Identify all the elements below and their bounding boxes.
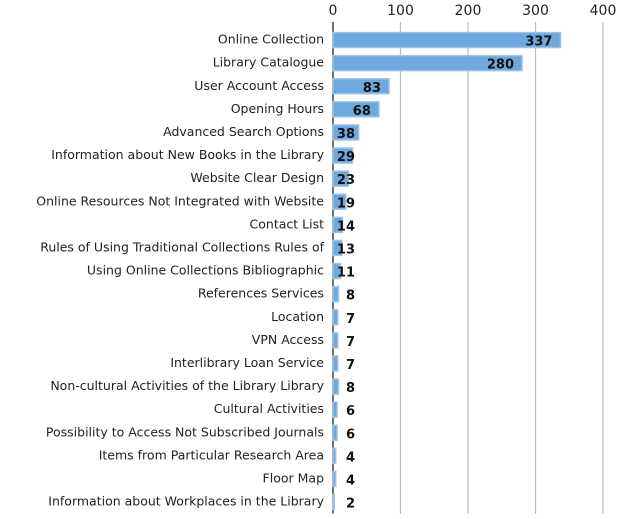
y-tick-label: Non-cultural Activities of the Library L… <box>50 378 324 393</box>
bar <box>332 332 339 349</box>
y-tick-label: Website Clear Design <box>190 170 324 185</box>
value-label: 8 <box>346 381 355 396</box>
y-tick-label: Cultural Activities <box>214 401 324 416</box>
y-tick-label: Items from Particular Research Area <box>99 447 324 462</box>
bar <box>332 309 339 326</box>
value-label: 4 <box>346 450 355 465</box>
value-label: 11 <box>337 266 355 281</box>
y-tick-label: References Services <box>198 286 324 301</box>
bar <box>332 124 360 141</box>
value-label: 14 <box>337 219 355 234</box>
bar <box>332 493 336 511</box>
x-tick-label: 400 <box>590 3 617 19</box>
value-label: 2 <box>346 497 355 512</box>
value-label: 68 <box>353 104 371 119</box>
value-label: 4 <box>346 473 355 488</box>
y-tick-label: Information about Workplaces in the Libr… <box>48 494 324 509</box>
y-tick-label: Interlibrary Loan Service <box>170 355 324 370</box>
y-tick-label: Contact List <box>250 216 325 231</box>
value-label: 337 <box>525 35 552 50</box>
bar <box>332 31 562 49</box>
y-tick-label: Opening Hours <box>231 101 324 116</box>
bar <box>332 216 344 234</box>
value-label: 6 <box>346 427 355 442</box>
bar <box>332 78 390 95</box>
value-label: 6 <box>346 404 355 419</box>
bar <box>332 147 354 164</box>
y-tick-label: Advanced Search Options <box>163 124 324 139</box>
y-tick-label: Rules of Using Traditional Collections R… <box>40 239 324 254</box>
x-tick-label: 200 <box>455 3 482 19</box>
value-label: 38 <box>337 127 355 142</box>
x-tick-label: 300 <box>522 3 549 19</box>
bar <box>332 401 338 418</box>
value-label: 7 <box>346 312 355 327</box>
y-tick-label: VPN Access <box>252 332 324 347</box>
value-label: 13 <box>337 242 355 257</box>
y-tick-label: Using Online Collections Bibliographic <box>87 263 324 278</box>
y-tick-label: User Account Access <box>194 78 324 93</box>
y-tick-label: Possibility to Access Not Subscribed Jou… <box>46 424 324 439</box>
value-label: 83 <box>363 81 381 96</box>
value-label: 280 <box>487 58 514 73</box>
y-tick-label: Floor Map <box>263 470 325 485</box>
x-tick-label: 0 <box>329 3 338 19</box>
value-label: 7 <box>346 335 355 350</box>
y-tick-label: Online Resources Not Integrated with Web… <box>36 193 324 208</box>
bar <box>332 378 340 395</box>
bar <box>332 262 342 280</box>
bar <box>332 447 337 465</box>
value-label: 29 <box>337 150 355 165</box>
bar <box>332 424 338 441</box>
bar <box>332 470 337 488</box>
y-tick-label: Online Collection <box>218 32 324 47</box>
y-tick-label: Information about New Books in the Libra… <box>51 147 324 162</box>
x-tick-label: 100 <box>387 3 414 19</box>
bar <box>332 239 343 257</box>
bar <box>332 285 340 303</box>
bar <box>332 101 380 118</box>
bar <box>332 355 339 372</box>
bar <box>332 193 347 210</box>
value-label: 23 <box>337 173 355 188</box>
value-label: 8 <box>346 289 355 304</box>
bar <box>332 170 350 187</box>
value-label: 7 <box>346 358 355 373</box>
bar <box>332 54 523 72</box>
y-tick-label: Location <box>271 309 324 324</box>
value-label: 19 <box>337 196 355 211</box>
y-tick-label: Library Catalogue <box>213 55 325 70</box>
